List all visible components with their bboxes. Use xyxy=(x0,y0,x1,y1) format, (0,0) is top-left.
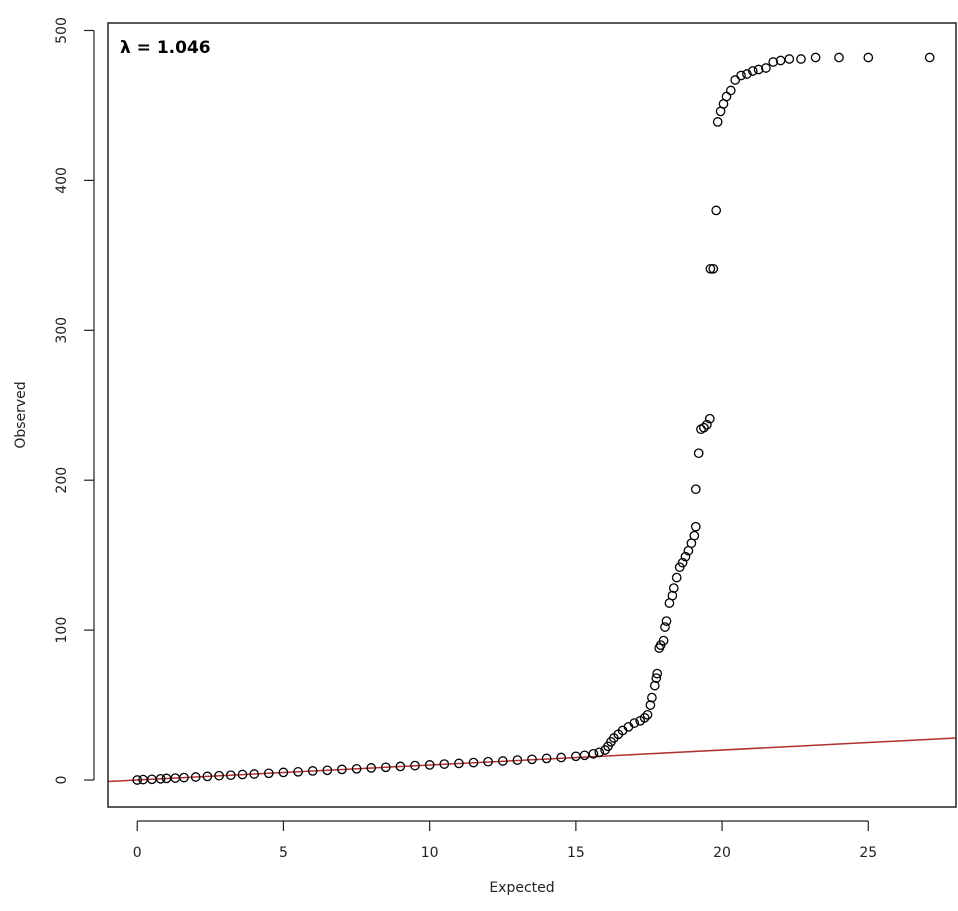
data-point xyxy=(395,761,406,772)
x-tick-label: 20 xyxy=(713,845,731,861)
data-point xyxy=(810,52,821,63)
data-point xyxy=(742,69,752,79)
data-point xyxy=(556,752,567,763)
data-point xyxy=(649,680,660,691)
data-point xyxy=(693,448,704,459)
data-point xyxy=(863,52,874,63)
data-point xyxy=(702,419,712,430)
data-point xyxy=(725,85,736,96)
lambda-annotation: λ = 1.046 xyxy=(120,38,211,58)
data-point xyxy=(768,57,779,67)
data-point xyxy=(761,63,771,73)
data-point xyxy=(667,590,678,601)
data-point xyxy=(708,263,719,274)
data-point xyxy=(439,759,450,769)
data-point xyxy=(468,757,479,768)
data-point xyxy=(497,756,508,766)
x-tick-label: 15 xyxy=(567,845,585,861)
data-point xyxy=(225,770,236,781)
data-point xyxy=(307,766,318,776)
data-point xyxy=(642,709,653,720)
data-point xyxy=(579,750,590,761)
data-point xyxy=(263,768,274,779)
data-point xyxy=(293,766,303,777)
y-axis-title: Observed xyxy=(13,381,29,448)
data-point xyxy=(705,263,716,274)
x-axis: 0 5 10 15 20 25 xyxy=(133,820,877,861)
data-point xyxy=(658,635,669,646)
data-point xyxy=(677,557,688,568)
data-point xyxy=(796,54,806,64)
x-tick-label: 0 xyxy=(133,845,142,861)
y-tick-label: 300 xyxy=(54,317,70,344)
plot-frame xyxy=(107,22,957,808)
data-point xyxy=(668,583,679,593)
data-point xyxy=(721,91,732,102)
data-point xyxy=(454,758,464,769)
data-point xyxy=(712,117,723,127)
data-point xyxy=(629,718,640,728)
data-point xyxy=(249,769,260,779)
data-point xyxy=(512,755,523,765)
data-point xyxy=(527,754,537,765)
data-point xyxy=(660,622,670,632)
data-point xyxy=(671,572,682,583)
data-point xyxy=(214,770,224,781)
data-point xyxy=(639,712,650,723)
data-point xyxy=(747,66,758,76)
data-point xyxy=(588,748,599,759)
data-point xyxy=(730,75,741,85)
reference-line xyxy=(107,737,957,783)
x-axis-title: Expected xyxy=(489,880,554,896)
data-point xyxy=(322,765,333,776)
data-point xyxy=(645,700,656,710)
plot-area xyxy=(107,52,957,785)
data-point xyxy=(337,764,347,775)
data-point xyxy=(651,673,662,683)
data-point xyxy=(661,616,672,626)
data-point xyxy=(424,760,435,770)
data-point xyxy=(155,773,166,784)
data-point xyxy=(132,775,143,785)
data-point xyxy=(753,64,764,75)
data-point xyxy=(704,413,715,424)
y-tick-label: 0 xyxy=(54,776,70,785)
x-tick-label: 5 xyxy=(279,845,288,861)
data-point xyxy=(594,747,605,758)
x-tick-label: 10 xyxy=(421,845,439,861)
x-tick-label: 25 xyxy=(859,845,877,861)
y-tick-label: 500 xyxy=(54,17,70,44)
data-point xyxy=(202,771,213,782)
data-point xyxy=(380,762,391,773)
data-point xyxy=(190,772,201,782)
data-point xyxy=(652,668,663,679)
y-tick-label: 400 xyxy=(54,167,70,194)
data-point xyxy=(924,52,935,63)
data-point xyxy=(351,763,362,774)
data-point xyxy=(689,530,700,541)
y-tick-label: 200 xyxy=(54,467,70,494)
data-point xyxy=(366,763,377,773)
data-point xyxy=(410,760,420,771)
data-point xyxy=(647,692,657,703)
data-point xyxy=(541,753,552,764)
data-point xyxy=(784,54,795,64)
data-point xyxy=(690,484,701,495)
data-point xyxy=(179,772,189,783)
y-tick-label: 100 xyxy=(54,617,70,644)
data-point xyxy=(237,769,248,780)
data-point xyxy=(690,521,701,532)
data-point xyxy=(278,767,289,778)
data-point xyxy=(711,205,722,216)
data-point xyxy=(834,52,844,63)
data-point xyxy=(483,756,493,767)
data-point xyxy=(571,751,581,762)
data-point xyxy=(699,422,709,433)
data-point xyxy=(680,551,691,562)
y-axis: 0 100 200 300 400 500 xyxy=(54,17,95,785)
data-point xyxy=(736,70,746,81)
